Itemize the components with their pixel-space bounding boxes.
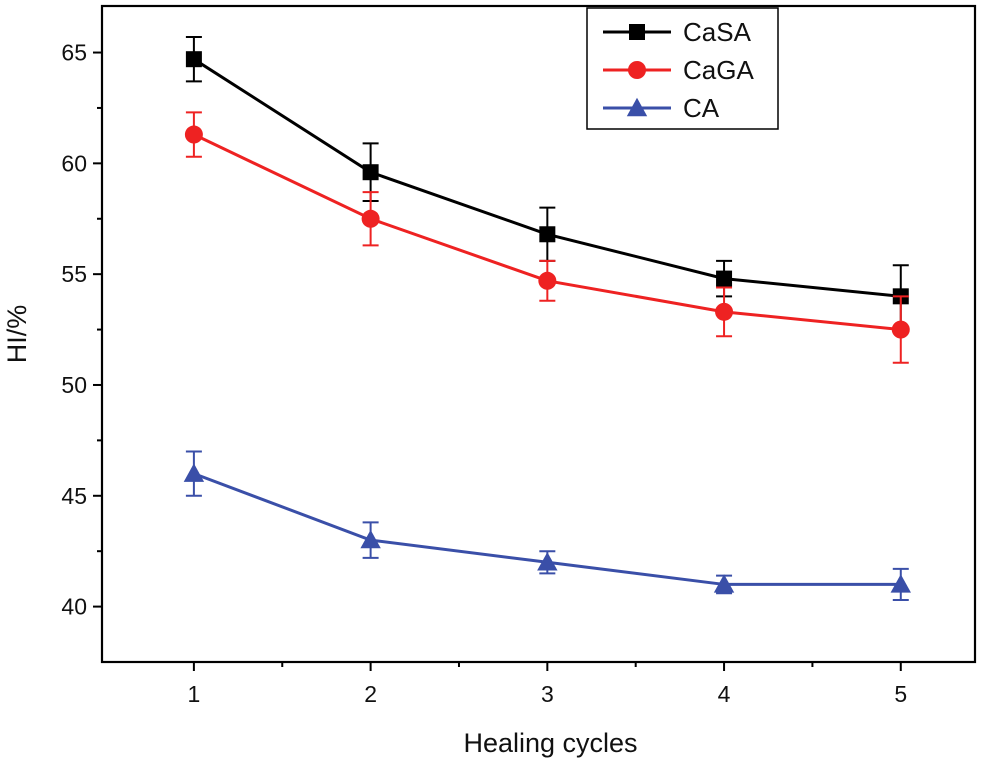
- x-axis: 1 2 3 4 5: [187, 662, 907, 707]
- data-point: [539, 226, 556, 243]
- plot-frame: [100, 4, 977, 664]
- data-point: [715, 302, 734, 321]
- data-point: [361, 209, 380, 228]
- legend-item-ca: CA: [603, 93, 720, 123]
- data-point: [362, 164, 379, 181]
- y-tick-label: 65: [61, 40, 87, 66]
- legend: CaSA CaGA CA: [586, 7, 779, 130]
- series-caga: [184, 111, 910, 364]
- legend-marker: [628, 61, 646, 79]
- legend-marker: [629, 24, 645, 40]
- x-tick-label: 1: [187, 681, 200, 707]
- series-layer: [183, 36, 911, 601]
- x-tick-label: 5: [894, 681, 907, 707]
- y-axis-label: HI/%: [2, 305, 32, 364]
- x-tick-label: 3: [541, 681, 554, 707]
- plot-border: [100, 4, 977, 664]
- data-point: [183, 463, 205, 482]
- y-tick-label: 50: [61, 372, 87, 398]
- y-tick-label: 45: [61, 483, 87, 509]
- x-tick-label: 4: [718, 681, 731, 707]
- data-point: [716, 270, 733, 287]
- data-point: [890, 574, 911, 593]
- legend-marker: [626, 97, 648, 117]
- legend-label: CaSA: [683, 17, 752, 47]
- y-tick-label: 55: [61, 261, 87, 287]
- y-tick-label: 40: [61, 594, 87, 620]
- series-ca: [183, 450, 911, 601]
- y-tick-label: 60: [61, 150, 87, 176]
- data-point: [538, 271, 557, 290]
- y-axis: 40 45 50 55 60 65: [61, 40, 102, 620]
- data-point: [537, 552, 558, 571]
- x-tick-label: 2: [364, 681, 377, 707]
- series-casa: [185, 36, 909, 329]
- legend-item-casa: CaSA: [603, 17, 752, 47]
- data-point: [713, 574, 735, 593]
- x-axis-label: Healing cycles: [463, 728, 637, 758]
- data-point: [360, 529, 381, 549]
- data-point: [185, 51, 202, 68]
- legend-label: CA: [683, 93, 720, 123]
- legend-item-caga: CaGA: [603, 55, 754, 85]
- legend-label: CaGA: [683, 55, 754, 85]
- data-point: [184, 125, 203, 144]
- data-point: [891, 320, 910, 339]
